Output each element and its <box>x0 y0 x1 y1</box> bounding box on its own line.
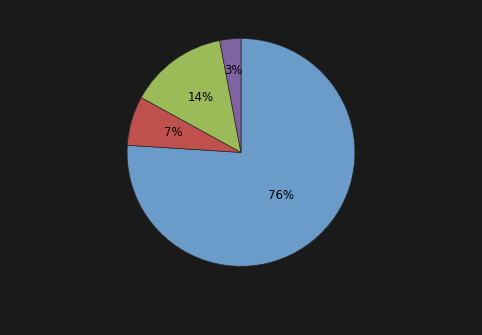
Wedge shape <box>220 39 241 152</box>
Text: 14%: 14% <box>188 91 214 104</box>
Wedge shape <box>141 41 241 152</box>
Wedge shape <box>127 39 355 266</box>
Wedge shape <box>127 97 241 152</box>
Text: 76%: 76% <box>268 189 295 202</box>
Text: 3%: 3% <box>224 64 242 77</box>
Text: 7%: 7% <box>164 126 183 139</box>
